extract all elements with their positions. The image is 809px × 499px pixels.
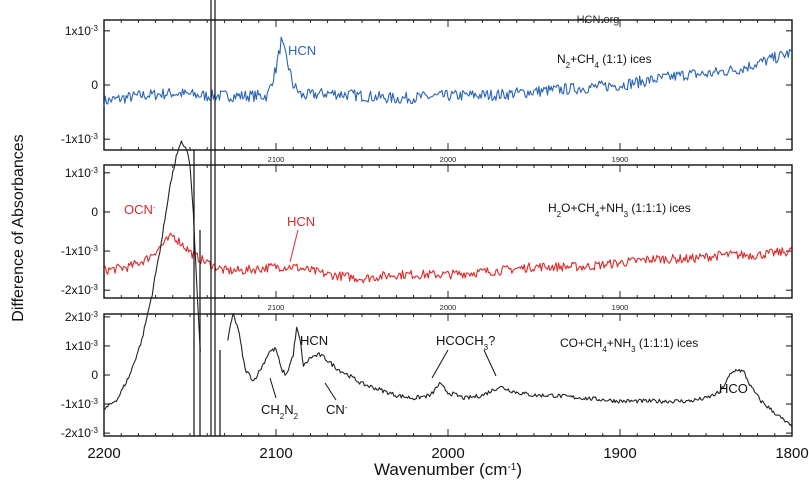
middle-ytick-label: 1x10-3 [65,165,99,180]
annotation-ch2n2: CH2N2 [261,402,299,421]
annotation-hcn-middle: HCN [287,214,315,229]
annotation-ocn: OCN- [124,202,156,217]
bottom-xtick-label: 1900 [603,445,636,462]
top-panel-frame [103,19,793,151]
annotation-hcoch3-pointer-b [483,349,497,377]
bottom-ytick-label: -1x10-3 [61,397,99,412]
middle-xtick-label: 2100 [268,303,285,312]
top-ytick-label: 1x10-3 [65,23,99,38]
top-xtick-label: 2100 [268,155,285,164]
annotation-cn-pointer [324,382,337,401]
middle-ytick-label: 0 [91,205,98,219]
annotation-hcn-top: HCN [288,43,316,58]
top-series-line-0 [103,36,793,108]
middle-xtick-label: 2000 [440,303,457,312]
middle-ytick-label: -1x10-3 [61,244,99,259]
top-ytick-label: -1x10-3 [61,132,99,147]
middle-xtick-label: 1900 [612,303,629,312]
bottom-ytick-label: 1x10-3 [65,338,99,353]
middle-series-line-0 [103,232,793,284]
bottom-panel-label: CO+CH4+NH3 (1:1:1) ices [560,336,698,354]
annotation-hcn-bottom: HCN [300,333,328,348]
bottom-xtick-label: 1800 [775,445,808,462]
annotation-ch2n2-pointer [269,377,277,399]
top-xtick-label: 1900 [612,155,629,164]
annotation-hcoch3: HCOCH3? [436,333,495,352]
bottom-ytick-label: 2x10-3 [65,309,99,324]
bottom-series-line-0 [103,140,201,411]
top-panel-label: N2+CH4 (1:1) ices [557,52,652,70]
bottom-xtick-label: 2100 [259,445,292,462]
annotation-hco: HCO [719,381,748,396]
top-ytick-label: 0 [91,78,98,92]
middle-panel-label: H2O+CH4+NH3 (1:1:1) ices [548,201,691,219]
annotation-cn: CN- [326,402,348,417]
y-axis-title: Difference of Absorbances [10,134,27,321]
bottom-ytick-label: 0 [91,368,98,382]
bottom-series-line-1 [227,313,793,428]
bottom-xtick-label: 2200 [87,445,120,462]
middle-ytick-label: -2x10-3 [61,283,99,298]
bottom-ytick-label: -2x10-3 [61,426,99,441]
annotation-hcn-middle-pointer [289,229,299,263]
top-xtick-label: 2000 [440,155,457,164]
bottom-xtick-label: 2000 [431,445,464,462]
x-axis-title: Wavenumber (cm-1) [374,460,522,479]
annotation-hcoch3-pointer-a [431,349,449,379]
middle-panel-frame [103,164,793,299]
